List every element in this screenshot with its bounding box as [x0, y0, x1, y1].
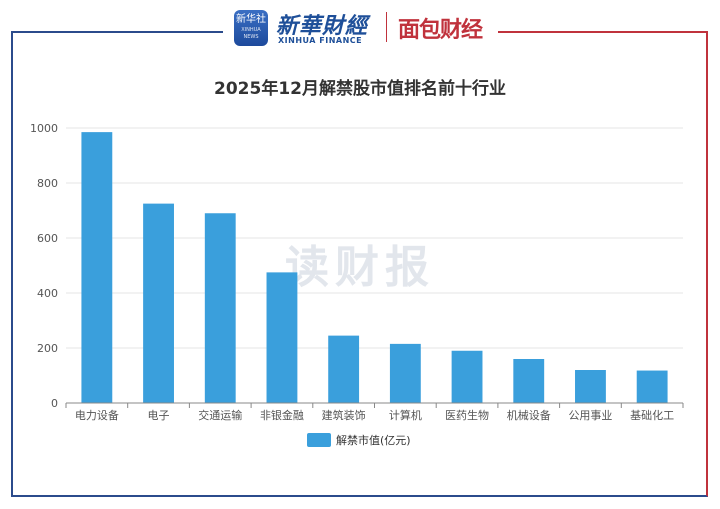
bar-7 — [513, 359, 545, 403]
x-tick-label: 机械设备 — [507, 408, 551, 422]
legend: 解禁市值(亿元) — [307, 433, 411, 447]
frame-top-line-left — [11, 31, 223, 33]
x-tick-label: 基础化工 — [630, 408, 674, 422]
xinhua-badge-logo: 新华社 XINHUA NEWS — [234, 10, 268, 46]
chart-frame — [11, 31, 708, 497]
chart-title: 2025年12月解禁股市值排名前十行业 — [214, 79, 506, 99]
y-tick-label: 0 — [51, 397, 58, 410]
x-tick-label: 公用事业 — [568, 409, 612, 422]
bar-2 — [204, 213, 236, 403]
bar-8 — [575, 370, 606, 403]
bar-0 — [81, 132, 113, 403]
y-axis: 0 200 400 600 800 1000 — [30, 122, 58, 410]
bar-6 — [451, 350, 483, 403]
watermark: 读财报 — [285, 242, 435, 293]
bar-3 — [266, 272, 298, 403]
y-tick-label: 200 — [37, 342, 58, 355]
bar-9 — [636, 370, 668, 403]
badge-en: XINHUA NEWS — [241, 27, 261, 40]
bar-1 — [143, 203, 174, 403]
x-tick-label: 计算机 — [389, 408, 422, 422]
header-separator — [386, 12, 387, 42]
y-tick-label: 800 — [37, 177, 58, 190]
y-tick-label: 600 — [37, 232, 58, 245]
x-axis: 电力设备 电子 交通运输 非银金融 建筑装饰 计算机 医药生物 机械设备 公用事业 基础化工 — [65, 402, 684, 422]
bars — [81, 132, 668, 403]
x-tick-label: 非银金融 — [260, 408, 304, 422]
legend-swatch[interactable] — [307, 433, 331, 447]
brand-logo-cn: 新華財經 — [276, 13, 369, 39]
legend-label[interactable]: 解禁市值(亿元) — [336, 433, 411, 447]
y-tick-label: 400 — [37, 287, 58, 300]
brand-logo-en: XINHUA FINANCE — [278, 36, 363, 45]
x-tick-label: 医药生物 — [445, 408, 489, 422]
x-tick-label: 电子 — [148, 409, 170, 422]
y-tick-label: 1000 — [30, 122, 58, 135]
partner-logo: 面包财经 — [398, 18, 483, 43]
bar-4 — [328, 335, 360, 403]
badge-cn: 新华社 — [236, 14, 266, 25]
x-tick-label: 交通运输 — [198, 408, 242, 422]
header: 新华社 XINHUA NEWS 新華財經 XINHUA FINANCE 面包财经 — [228, 6, 494, 48]
bar-5 — [389, 343, 421, 403]
frame-top-line-right — [498, 31, 708, 33]
x-tick-label: 建筑装饰 — [322, 408, 366, 422]
x-tick-label: 电力设备 — [75, 408, 119, 422]
